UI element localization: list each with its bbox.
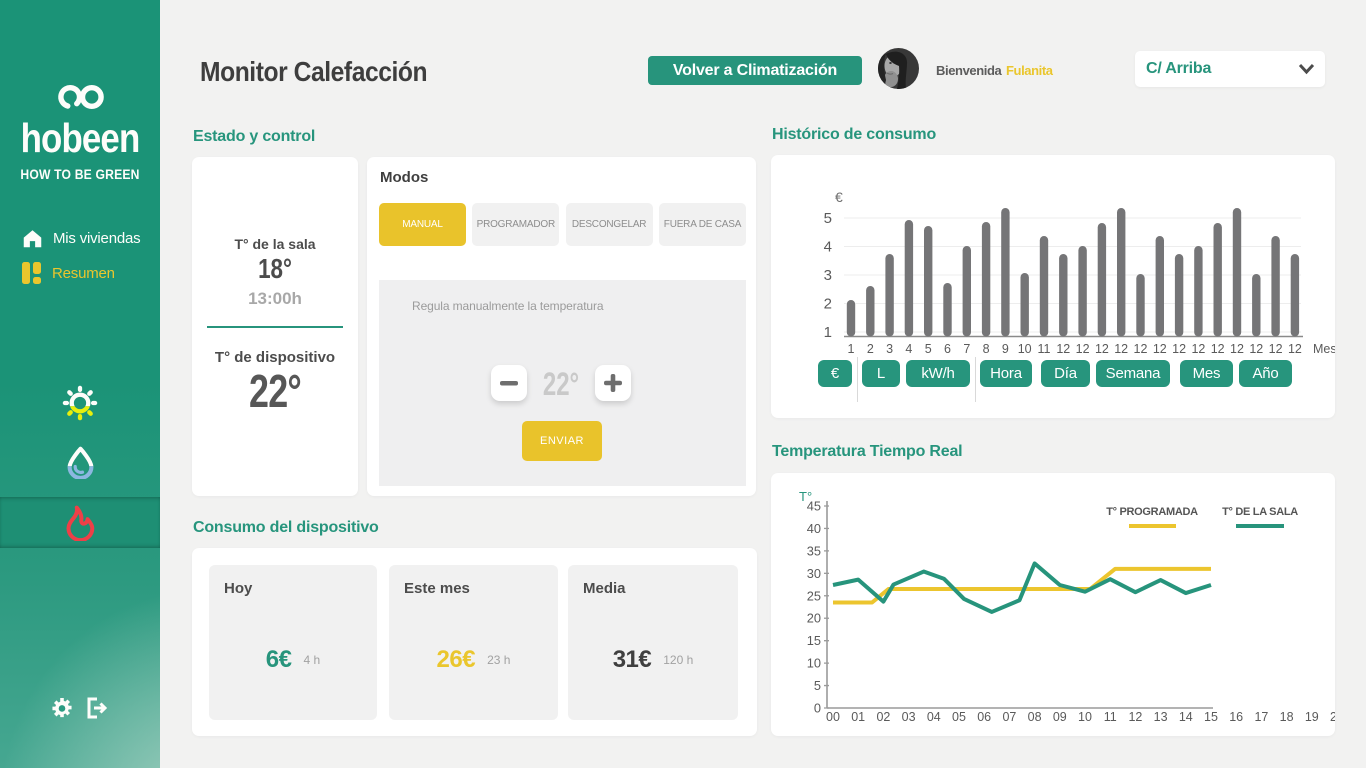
svg-text:02: 02	[876, 710, 890, 724]
svg-text:5: 5	[814, 678, 821, 693]
svg-text:5: 5	[824, 210, 832, 227]
svg-text:12: 12	[1076, 342, 1090, 356]
svg-text:1: 1	[848, 342, 855, 356]
svg-text:10: 10	[807, 656, 821, 671]
svg-text:05: 05	[952, 710, 966, 724]
svg-text:T°: T°	[799, 489, 812, 504]
svg-text:25: 25	[807, 588, 821, 603]
svg-text:7: 7	[963, 342, 970, 356]
svg-text:09: 09	[1053, 710, 1067, 724]
svg-text:2: 2	[824, 296, 832, 313]
svg-text:12: 12	[1172, 342, 1186, 356]
svg-text:12: 12	[1128, 710, 1142, 724]
svg-text:T° DE LA SALA: T° DE LA SALA	[1222, 506, 1298, 518]
svg-text:6: 6	[944, 342, 951, 356]
svg-text:3: 3	[824, 267, 832, 284]
svg-text:12: 12	[1153, 342, 1167, 356]
svg-text:10: 10	[1018, 342, 1032, 356]
svg-text:15: 15	[807, 633, 821, 648]
svg-text:12: 12	[1288, 342, 1302, 356]
svg-text:20: 20	[1330, 710, 1335, 724]
svg-text:30: 30	[807, 566, 821, 581]
svg-text:08: 08	[1028, 710, 1042, 724]
svg-text:12: 12	[1230, 342, 1244, 356]
svg-text:4: 4	[824, 239, 832, 256]
svg-text:10: 10	[1078, 710, 1092, 724]
svg-text:12: 12	[1269, 342, 1283, 356]
svg-text:00: 00	[826, 710, 840, 724]
svg-text:12: 12	[1191, 342, 1205, 356]
svg-text:07: 07	[1002, 710, 1016, 724]
svg-text:3: 3	[886, 342, 893, 356]
svg-text:06: 06	[977, 710, 991, 724]
svg-text:17: 17	[1254, 710, 1268, 724]
svg-text:12: 12	[1249, 342, 1263, 356]
svg-text:18: 18	[1280, 710, 1294, 724]
svg-text:8: 8	[983, 342, 990, 356]
svg-text:12: 12	[1114, 342, 1128, 356]
svg-text:T° PROGRAMADA: T° PROGRAMADA	[1106, 506, 1198, 518]
svg-text:04: 04	[927, 710, 941, 724]
svg-text:45: 45	[807, 498, 821, 513]
svg-text:01: 01	[851, 710, 865, 724]
svg-text:12: 12	[1211, 342, 1225, 356]
svg-text:16: 16	[1229, 710, 1243, 724]
svg-text:12: 12	[1056, 342, 1070, 356]
svg-text:0: 0	[814, 701, 821, 716]
svg-text:Mes: Mes	[1313, 342, 1335, 356]
svg-text:20: 20	[807, 611, 821, 626]
svg-text:1: 1	[824, 324, 832, 341]
svg-text:03: 03	[902, 710, 916, 724]
svg-text:19: 19	[1305, 710, 1319, 724]
svg-text:5: 5	[925, 342, 932, 356]
svg-text:9: 9	[1002, 342, 1009, 356]
svg-text:11: 11	[1104, 710, 1117, 724]
svg-text:12: 12	[1134, 342, 1148, 356]
svg-text:15: 15	[1204, 710, 1218, 724]
svg-text:4: 4	[905, 342, 912, 356]
svg-text:11: 11	[1038, 342, 1051, 356]
svg-text:40: 40	[807, 521, 821, 536]
svg-text:14: 14	[1179, 710, 1193, 724]
svg-text:12: 12	[1095, 342, 1109, 356]
svg-text:2: 2	[867, 342, 874, 356]
svg-text:13: 13	[1154, 710, 1168, 724]
svg-text:€: €	[835, 189, 843, 205]
svg-text:35: 35	[807, 543, 821, 558]
